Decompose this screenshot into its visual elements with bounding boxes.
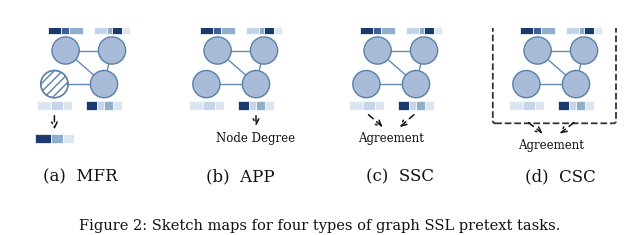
Bar: [509, 101, 523, 110]
Bar: [398, 101, 409, 110]
Bar: [349, 101, 363, 110]
Bar: [424, 25, 434, 34]
Bar: [523, 101, 535, 110]
Text: (a)  MFR: (a) MFR: [43, 168, 117, 185]
Bar: [51, 134, 63, 143]
Bar: [48, 25, 61, 34]
Circle shape: [563, 70, 589, 98]
Circle shape: [193, 70, 220, 98]
Bar: [86, 101, 97, 110]
FancyBboxPatch shape: [493, 13, 616, 123]
Text: (d)  CSC: (d) CSC: [525, 168, 595, 185]
Bar: [203, 101, 215, 110]
Bar: [541, 25, 556, 34]
Circle shape: [52, 37, 79, 64]
Bar: [406, 25, 419, 34]
Bar: [113, 101, 122, 110]
Bar: [63, 134, 74, 143]
Bar: [36, 101, 51, 110]
Bar: [576, 101, 585, 110]
Circle shape: [90, 70, 118, 98]
Circle shape: [204, 37, 231, 64]
Bar: [375, 101, 384, 110]
Bar: [535, 101, 544, 110]
Bar: [533, 25, 541, 34]
Circle shape: [410, 37, 438, 64]
Bar: [122, 25, 129, 34]
Circle shape: [364, 37, 391, 64]
Bar: [35, 134, 51, 143]
Circle shape: [570, 37, 598, 64]
Circle shape: [243, 70, 269, 98]
Bar: [566, 25, 579, 34]
Text: Figure 2: Sketch maps for four types of graph SSL pretext tasks.: Figure 2: Sketch maps for four types of …: [79, 219, 561, 233]
Bar: [360, 25, 373, 34]
Circle shape: [524, 37, 551, 64]
Bar: [107, 25, 112, 34]
Bar: [425, 101, 434, 110]
Text: Node Degree: Node Degree: [216, 132, 296, 145]
Bar: [264, 25, 274, 34]
Bar: [51, 101, 63, 110]
Bar: [112, 25, 122, 34]
Text: Agreement: Agreement: [358, 132, 424, 145]
Bar: [584, 25, 594, 34]
Bar: [579, 25, 584, 34]
Circle shape: [250, 37, 278, 64]
Bar: [274, 25, 282, 34]
Circle shape: [353, 70, 380, 98]
Bar: [104, 101, 113, 110]
Bar: [381, 25, 396, 34]
Bar: [200, 25, 213, 34]
Bar: [215, 101, 224, 110]
Bar: [409, 101, 416, 110]
Bar: [558, 101, 569, 110]
Bar: [265, 101, 274, 110]
Text: (b)  APP: (b) APP: [205, 168, 275, 185]
Circle shape: [403, 70, 429, 98]
Bar: [221, 25, 236, 34]
Bar: [61, 25, 69, 34]
Bar: [569, 101, 576, 110]
Text: (c)  SSC: (c) SSC: [366, 168, 434, 185]
Bar: [259, 25, 264, 34]
Circle shape: [513, 70, 540, 98]
Bar: [239, 101, 249, 110]
Bar: [256, 101, 265, 110]
Bar: [594, 25, 602, 34]
Bar: [69, 25, 83, 34]
Circle shape: [41, 70, 68, 98]
Bar: [249, 101, 256, 110]
Circle shape: [99, 37, 125, 64]
Bar: [373, 25, 381, 34]
Bar: [63, 101, 72, 110]
Bar: [416, 101, 425, 110]
Text: Agreement: Agreement: [518, 138, 584, 152]
Bar: [363, 101, 375, 110]
Bar: [95, 25, 107, 34]
Bar: [520, 25, 533, 34]
Bar: [585, 101, 594, 110]
Bar: [213, 25, 221, 34]
Bar: [189, 101, 203, 110]
Bar: [419, 25, 424, 34]
Bar: [434, 25, 442, 34]
Bar: [97, 101, 104, 110]
Bar: [246, 25, 259, 34]
